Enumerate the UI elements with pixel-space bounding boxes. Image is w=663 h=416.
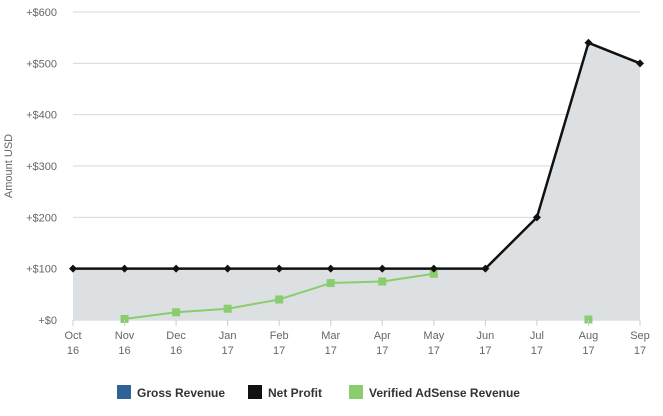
net-profit-point[interactable] [120, 264, 129, 273]
adsense-point[interactable] [429, 269, 438, 278]
y-tick-label: +$100 [26, 264, 57, 276]
net-profit-area-fill [73, 42, 640, 321]
legend-swatch [117, 385, 131, 399]
legend-item[interactable]: Verified AdSense Revenue [349, 385, 520, 400]
adsense-point[interactable] [120, 314, 129, 323]
series-line [73, 41, 641, 270]
net-profit-point[interactable] [223, 264, 232, 273]
y-tick-label: +$200 [26, 212, 57, 224]
net-profit-area [73, 42, 640, 321]
x-tick-label: Sep 17 [630, 330, 650, 357]
legend-label: Gross Revenue [137, 386, 225, 400]
adsense-point[interactable] [326, 279, 335, 288]
legend[interactable]: Gross Revenue Net Profit Verified AdSense … [117, 385, 520, 400]
x-tick-label: Dec 16 [166, 330, 186, 357]
series-markers [69, 38, 644, 324]
net-profit-point[interactable] [532, 213, 541, 222]
x-tick-label: May 17 [423, 330, 444, 357]
legend-item[interactable]: Net Profit [248, 385, 322, 400]
adsense-point[interactable] [584, 315, 593, 324]
y-tick-label: +$500 [26, 58, 57, 70]
legend-label: Net Profit [268, 386, 322, 400]
x-tick-label: Jun 17 [476, 330, 494, 357]
y-tick-label: +$300 [26, 161, 57, 173]
x-tick-label: Mar 17 [321, 330, 340, 357]
x-axis: Oct 16 Nov 16 Dec 16 Jan 17 Feb 17 Mar 17 Apr 17 May 17… [64, 320, 650, 357]
y-axis: +$0 +$100 +$200 +$300 +$400 +$500 +$600 [26, 7, 57, 327]
net-profit-point[interactable] [69, 264, 77, 273]
legend-swatch [349, 385, 363, 399]
x-tick-label: Jul 17 [530, 330, 544, 357]
legend-label: Verified AdSense Revenue [369, 386, 520, 400]
net-profit-point[interactable] [636, 59, 644, 68]
adsense-point[interactable] [378, 277, 387, 286]
legend-swatch [248, 385, 262, 399]
net-profit-point[interactable] [429, 264, 438, 273]
adsense-point[interactable] [223, 304, 232, 313]
adsense-point[interactable] [275, 295, 284, 304]
net-profit-point[interactable] [584, 38, 593, 47]
y-tick-label: +$600 [26, 7, 57, 19]
net-profit-point[interactable] [378, 264, 387, 273]
x-tick-label: Apr 17 [374, 330, 391, 357]
net-profit-point[interactable] [172, 264, 181, 273]
x-tick-label: Jan 17 [219, 330, 237, 357]
y-axis-label: Amount USD [3, 134, 15, 198]
net-profit-point[interactable] [275, 264, 284, 273]
legend-item[interactable]: Gross Revenue [117, 385, 225, 400]
x-tick-label: Nov 16 [115, 330, 135, 357]
x-tick-label: Aug 17 [579, 330, 599, 357]
y-tick-label: +$0 [38, 315, 57, 327]
x-tick-label: Oct 16 [64, 330, 81, 357]
x-tick-label: Feb 17 [270, 330, 289, 357]
y-tick-label: +$400 [26, 110, 57, 122]
adsense-point[interactable] [172, 308, 181, 317]
net-profit-point[interactable] [326, 264, 335, 273]
net-profit-point[interactable] [481, 264, 490, 273]
